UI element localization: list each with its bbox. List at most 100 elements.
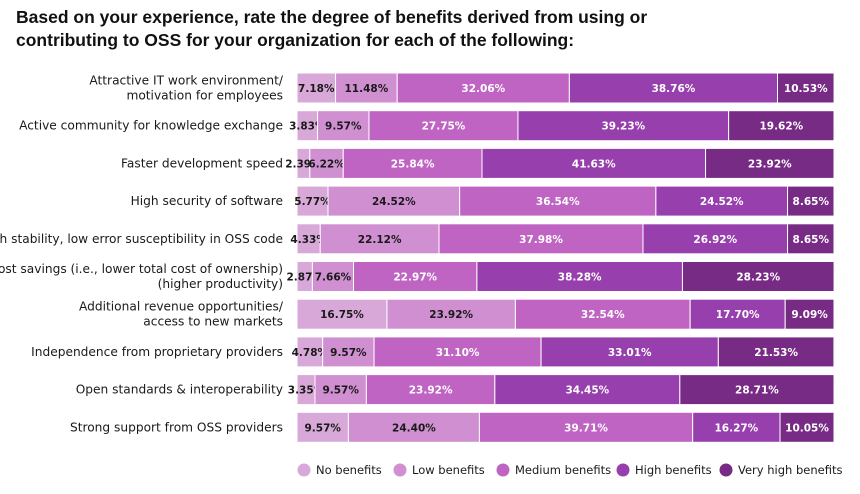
- legend-label: Medium benefits: [515, 463, 611, 477]
- data-label: 23.92%: [409, 385, 453, 397]
- bar-segment: [705, 147, 835, 179]
- data-label: 8.65%: [793, 196, 830, 208]
- legend-label: No benefits: [316, 463, 382, 477]
- bar-segment: [568, 72, 779, 104]
- chart-title: Based on your experience, rate the degre…: [16, 6, 836, 52]
- bar-segment: [296, 298, 388, 330]
- bar-segment: [787, 223, 835, 255]
- legend-swatch: [616, 463, 630, 477]
- legend-swatch: [496, 463, 510, 477]
- category-label: Attractive IT work environment/motivatio…: [89, 74, 284, 103]
- bar-segment: [540, 336, 719, 368]
- data-label: 19.62%: [759, 121, 803, 133]
- bar-segment: [365, 374, 496, 406]
- bar-segment: [314, 374, 367, 406]
- bar-segment: [692, 411, 781, 443]
- bar-segment: [317, 110, 370, 142]
- data-label: 34.45%: [565, 385, 609, 397]
- data-label: 32.06%: [461, 83, 505, 95]
- data-label: 31.10%: [436, 347, 480, 359]
- data-label: 10.05%: [785, 422, 829, 434]
- legend-label: Very high benefits: [738, 463, 842, 477]
- data-label: 39.23%: [601, 121, 645, 133]
- category-label-line: motivation for employees: [126, 89, 283, 103]
- category-label-line: Active community for knowledge exchange: [19, 119, 283, 133]
- bar-segment: [368, 110, 519, 142]
- data-label: 33.01%: [608, 347, 652, 359]
- data-label: 9.57%: [325, 121, 362, 133]
- data-label: 10.53%: [784, 83, 828, 95]
- data-label: 24.52%: [372, 196, 416, 208]
- legend-label: Low benefits: [412, 463, 485, 477]
- bar-segment: [311, 261, 355, 292]
- bar-segment: [319, 223, 440, 255]
- bar-segment: [396, 72, 570, 104]
- bar-segment: [689, 298, 786, 330]
- category-label-line: access to new markets: [143, 315, 283, 329]
- category-label: Active community for knowledge exchange: [19, 119, 283, 133]
- bar-segment: [787, 185, 835, 217]
- category-label-line: Independence from proprietary providers: [31, 345, 283, 359]
- bar-segment: [342, 147, 483, 179]
- category-label: Open standards & interoperability: [76, 383, 283, 397]
- data-label: 38.28%: [558, 272, 602, 284]
- bar-segment: [296, 72, 337, 104]
- bar-segment: [481, 147, 707, 179]
- data-label: 38.76%: [652, 83, 696, 95]
- data-label: 23.92%: [748, 158, 792, 170]
- bar-segment: [309, 147, 344, 179]
- data-label: 6.22%: [308, 158, 345, 170]
- data-label: 27.75%: [422, 121, 466, 133]
- data-label: 16.75%: [320, 309, 364, 321]
- category-label-line: Strong support from OSS providers: [70, 420, 283, 434]
- category-label-line: Faster development speed: [121, 156, 283, 170]
- category-label: High security of software: [131, 194, 283, 208]
- category-label-line: Open standards & interoperability: [76, 383, 283, 397]
- bar-segment: [681, 261, 835, 292]
- bar-segment: [478, 411, 694, 443]
- data-label: 9.57%: [304, 422, 341, 434]
- legend-swatch: [393, 463, 407, 477]
- data-label: 11.48%: [345, 83, 389, 95]
- bar-segment: [373, 336, 542, 368]
- data-label: 23.92%: [429, 309, 473, 321]
- data-label: 25.84%: [391, 158, 435, 170]
- category-label-line: Additional revenue opportunities/: [79, 300, 284, 314]
- bar-segment: [494, 374, 681, 406]
- legend-swatch: [297, 463, 311, 477]
- data-label: 37.98%: [519, 234, 563, 246]
- chart-title-line-1: Based on your experience, rate the degre…: [16, 7, 648, 27]
- data-label: 16.27%: [714, 422, 758, 434]
- data-label: 28.71%: [735, 385, 779, 397]
- category-label: Strong support from OSS providers: [70, 420, 283, 434]
- data-label: 7.18%: [298, 83, 335, 95]
- category-label: Independence from proprietary providers: [31, 345, 283, 359]
- bar-segment: [347, 411, 480, 443]
- data-label: 9.09%: [791, 309, 828, 321]
- data-label: 26.92%: [693, 234, 737, 246]
- data-label: 9.57%: [322, 385, 359, 397]
- category-label: High stability, low error susceptibility…: [0, 232, 283, 246]
- bar-segment: [777, 72, 835, 104]
- data-label: 5.77%: [294, 196, 331, 208]
- bars-layer: 7.18% 11.48% 32.06% 38.76% 10.53%3.83% 9.57% 2…: [285, 72, 835, 443]
- legend-swatch: [719, 463, 733, 477]
- category-label-line: High security of software: [131, 194, 283, 208]
- bar-segment: [784, 298, 835, 330]
- data-label: 39.71%: [564, 422, 608, 434]
- data-label: 4.78%: [292, 347, 329, 359]
- data-label: 9.57%: [330, 347, 367, 359]
- data-label: 24.52%: [700, 196, 744, 208]
- data-label: 22.97%: [393, 272, 437, 284]
- bar-segment: [459, 185, 657, 217]
- bar-segment: [353, 261, 478, 292]
- category-label-line: High stability, low error susceptibility…: [0, 232, 283, 246]
- data-label: 28.23%: [736, 272, 780, 284]
- category-label-line: Cost savings (i.e., lower total cost of …: [0, 262, 283, 276]
- bar-segment: [779, 411, 835, 443]
- bar-segment: [322, 336, 375, 368]
- bar-segment: [728, 110, 835, 142]
- data-label: 3.83%: [289, 121, 326, 133]
- category-label: Faster development speed: [121, 156, 283, 170]
